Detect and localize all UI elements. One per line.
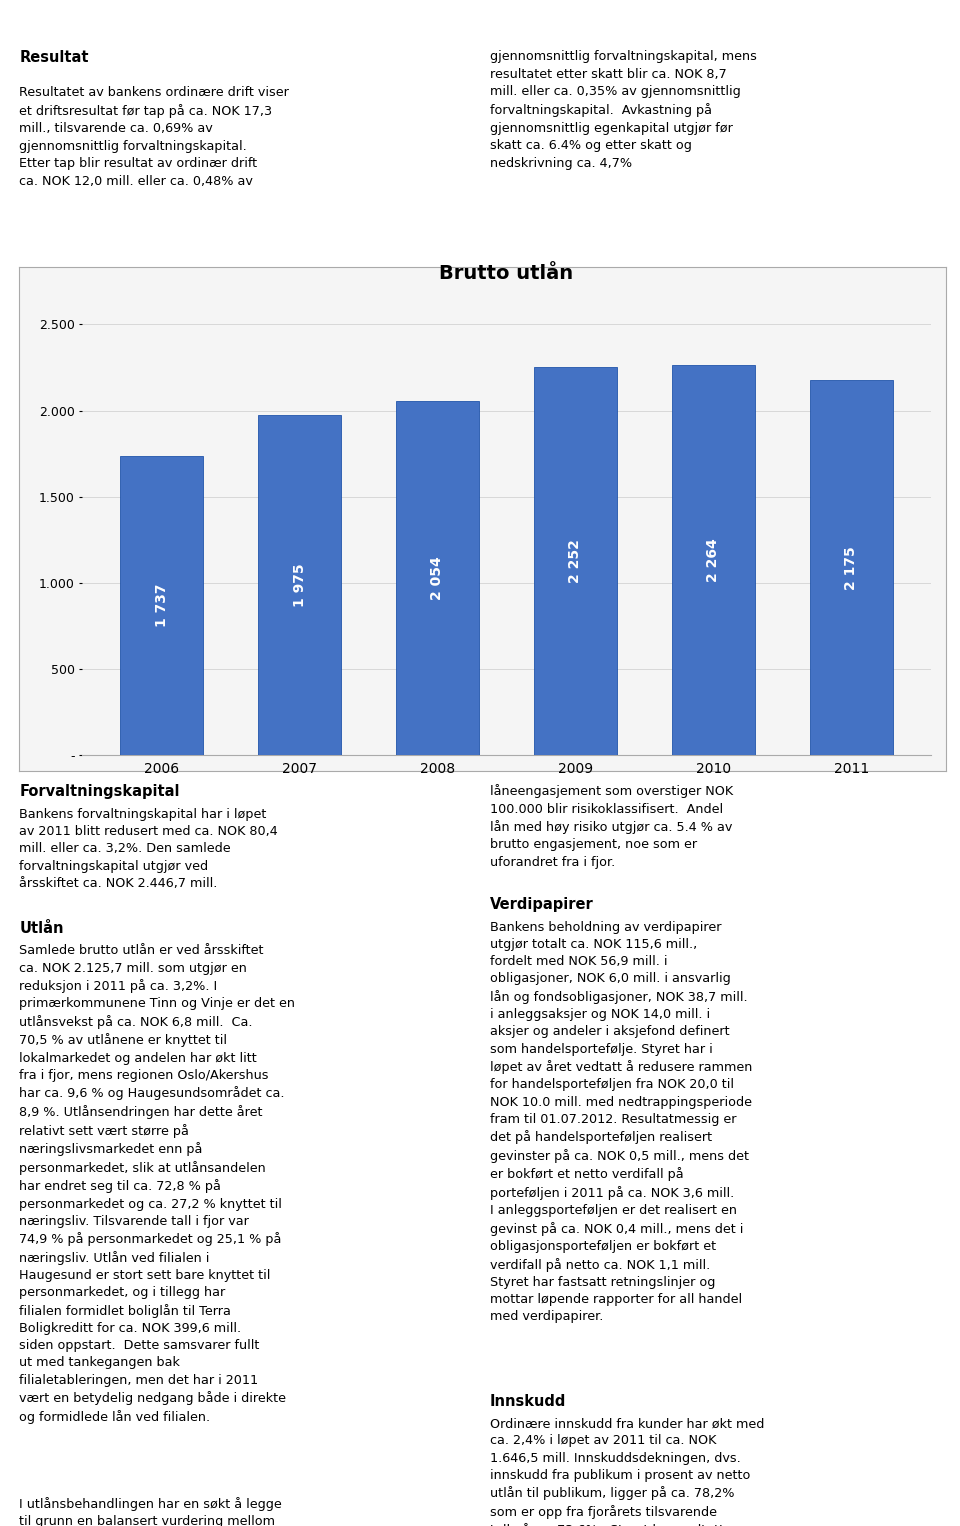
Text: 2 054: 2 054 (430, 557, 444, 600)
Text: Ordinære innskudd fra kunder har økt med
ca. 2,4% i løpet av 2011 til ca. NOK
1.: Ordinære innskudd fra kunder har økt med… (490, 1418, 764, 1526)
Bar (258, 415, 341, 755)
Text: gjennomsnittlig forvaltningskapital, mens
resultatet etter skatt blir ca. NOK 8,: gjennomsnittlig forvaltningskapital, men… (490, 50, 756, 169)
Text: Bankens forvaltningskapital har i løpet
av 2011 blitt redusert med ca. NOK 80,4
: Bankens forvaltningskapital har i løpet … (19, 807, 278, 890)
Text: Verdipapirer: Verdipapirer (490, 897, 593, 913)
Bar (810, 380, 893, 755)
Bar (672, 365, 755, 755)
Text: låneengasjement som overstiger NOK
100.000 blir risikoklassifisert.  Andel
lån m: låneengasjement som overstiger NOK 100.0… (490, 784, 732, 868)
Text: 1 737: 1 737 (155, 584, 169, 627)
Text: Resultatet av bankens ordinære drift viser
et driftsresultat før tap på ca. NOK : Resultatet av bankens ordinære drift vis… (19, 85, 289, 188)
Bar (396, 401, 479, 755)
Text: 2 252: 2 252 (568, 539, 583, 583)
Text: Innskudd: Innskudd (490, 1393, 566, 1408)
Bar (534, 368, 616, 755)
Text: 2 264: 2 264 (707, 539, 720, 581)
Text: I utlånsbehandlingen har en søkt å legge
til grunn en balansert vurdering mellom: I utlånsbehandlingen har en søkt å legge… (19, 1497, 282, 1526)
Text: Forvaltningskapital: Forvaltningskapital (19, 784, 180, 800)
Text: Resultat: Resultat (19, 50, 88, 66)
Title: Brutto utlån: Brutto utlån (440, 264, 573, 282)
Text: Samlede brutto utlån er ved årsskiftet
ca. NOK 2.125,7 mill. som utgjør en
reduk: Samlede brutto utlån er ved årsskiftet c… (19, 945, 296, 1424)
Text: 2 175: 2 175 (844, 546, 858, 589)
Text: Bankens beholdning av verdipapirer
utgjør totalt ca. NOK 115,6 mill.,
fordelt me: Bankens beholdning av verdipapirer utgjø… (490, 920, 752, 1323)
Text: 10: 10 (469, 1502, 491, 1517)
Text: 1 975: 1 975 (293, 563, 306, 607)
Text: Utlån: Utlån (19, 920, 63, 935)
Text: ÅRSREGNSKAP 2011: ÅRSREGNSKAP 2011 (12, 17, 165, 29)
Bar (120, 456, 203, 755)
